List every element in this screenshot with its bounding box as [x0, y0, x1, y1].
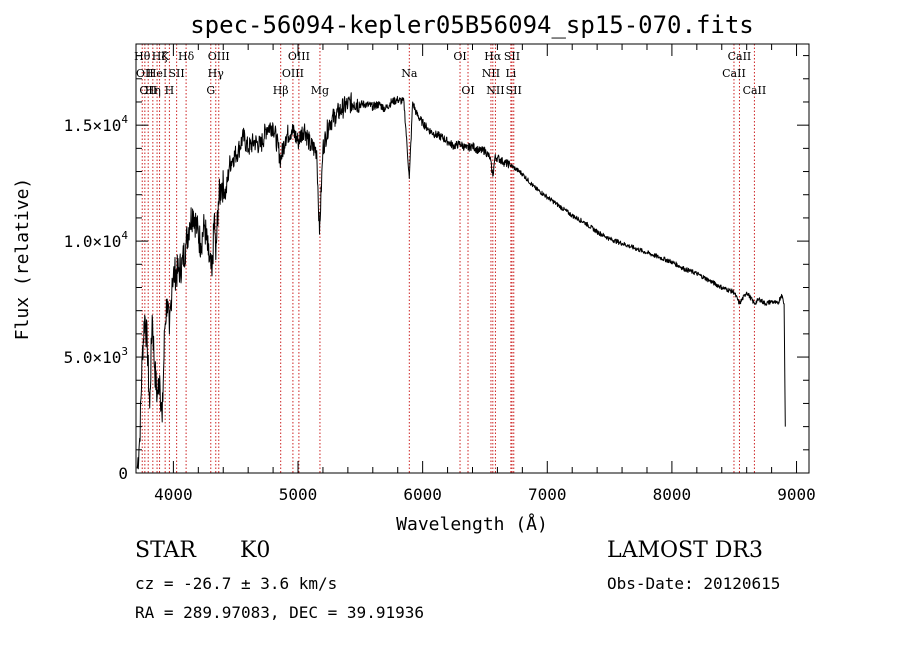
- x-tick-label: 8000: [653, 485, 692, 504]
- spectral-line-label: Hα: [484, 50, 502, 63]
- spectral-line-label: OII: [139, 84, 157, 97]
- object-class: STAR: [135, 538, 196, 563]
- y-tick-label: 0: [118, 464, 128, 483]
- spectral-line-label: OIII: [282, 67, 304, 80]
- spectral-line-label: Hζ: [152, 50, 168, 63]
- spectral-line-label: NII: [486, 84, 504, 97]
- spectral-line-label: CaII: [722, 67, 746, 80]
- spectral-line-label: Mg: [311, 84, 329, 97]
- spectral-line-label: Li: [505, 67, 516, 80]
- y-axis: 0 5.0×103 1.0×104 1.5×104: [64, 55, 809, 483]
- spectral-line-label: SII: [169, 67, 185, 80]
- spectral-line-markers: [141, 44, 755, 473]
- spectral-line-label: OII: [136, 67, 154, 80]
- x-tick-label: 9000: [777, 485, 816, 504]
- x-tick-label: 5000: [279, 485, 318, 504]
- spectral-line-label: Hδ: [178, 50, 195, 63]
- spectral-line-label: H: [165, 84, 175, 97]
- redshift-value: cz = -26.7 ± 3.6 km/s: [135, 574, 338, 593]
- x-axis-label: Wavelength (Å): [396, 513, 548, 535]
- spectrum-line: [136, 92, 786, 470]
- y-tick-label: 1.5×104: [64, 113, 129, 135]
- spectral-line-label: HeI: [147, 67, 167, 80]
- spectral-line-label: OI: [461, 84, 474, 97]
- spectral-line-label: OIII: [208, 50, 230, 63]
- x-tick-label: 4000: [154, 485, 193, 504]
- spectral-line-label: K: [161, 50, 170, 63]
- spectral-line-label: OI: [453, 50, 466, 63]
- x-axis: 4000 5000 6000 7000 8000 9000: [154, 44, 816, 504]
- survey-name: LAMOST DR3: [607, 538, 763, 563]
- coordinates: RA = 289.97083, DEC = 39.91936: [135, 603, 424, 622]
- spectral-line-label: Hθ: [134, 50, 151, 63]
- object-subclass: K0: [240, 538, 271, 563]
- spectral-line-label: CaII: [728, 50, 752, 63]
- spectral-line-label: Na: [401, 67, 418, 80]
- spectral-line-label: OIII: [288, 50, 310, 63]
- spectral-line-label: G: [206, 84, 215, 97]
- chart-title: spec-56094-kepler05B56094_sp15-070.fits: [190, 11, 754, 39]
- y-tick-label: 5.0×103: [64, 345, 128, 367]
- x-tick-label: 6000: [403, 485, 442, 504]
- spectral-line-label: Hγ: [208, 67, 225, 80]
- spectral-line-label: Hβ: [273, 84, 289, 97]
- plot-frame: [135, 43, 810, 474]
- spectral-line-label: SII: [506, 84, 522, 97]
- spectral-line-label: NII: [482, 67, 500, 80]
- x-tick-label: 7000: [528, 485, 567, 504]
- y-axis-label: Flux (relative): [12, 178, 33, 341]
- spectral-line-labels: HθOIIOIIHηHeIHζKHSIIHδGHγOIIIHβOIIIOIIIM…: [134, 50, 766, 97]
- y-tick-label: 1.0×104: [64, 229, 129, 251]
- observation-date: Obs-Date: 20120615: [607, 574, 781, 593]
- spectral-line-label: CaII: [743, 84, 767, 97]
- spectral-line-label: SII: [504, 50, 520, 63]
- spectral-line-label: Hη: [145, 84, 161, 97]
